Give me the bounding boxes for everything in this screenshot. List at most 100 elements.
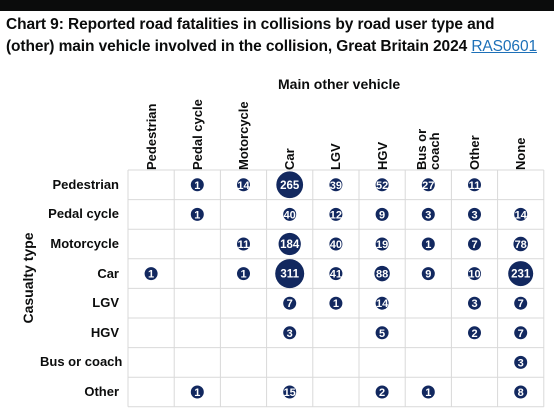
bubble-value-label: 1 [425,387,431,399]
bubble [421,178,435,192]
bubble-value-label: 39 [330,180,342,192]
bubble-value-label: 1 [425,239,431,251]
bubble-value-label: 52 [376,180,388,192]
bubble [329,237,343,251]
row-header: Motorcycle [50,236,119,251]
row-header: LGV [92,295,119,311]
bubble-value-label: 3 [425,209,431,221]
bubble-value-label: 1 [333,298,339,310]
bubble [283,385,297,399]
bubble-value-label: 14 [376,298,389,310]
bubble-value-label: 15 [284,387,296,399]
bubble-value-label: 14 [515,209,528,221]
bubble-value-label: 1 [194,180,200,192]
bubble-value-label: 19 [376,239,388,251]
bubble [329,178,343,192]
bubble-value-label: 1 [194,387,200,399]
bubble [190,385,204,399]
bubble [508,261,534,287]
bubble [468,207,481,221]
bubble-value-label: 27 [422,180,434,192]
bubble-value-label: 3 [518,357,524,369]
bubble [144,267,158,281]
bubble-value-label: 3 [287,328,293,340]
row-header: Pedestrian [52,176,119,192]
row-header: HGV [90,324,119,340]
bubble-value-label: 7 [287,298,293,310]
chart-title-text: Chart 9: Reported road fatalities in col… [6,16,495,55]
bubble [329,296,343,310]
bubble-value-label: 7 [518,328,524,340]
bubble [237,267,250,281]
bubble-value-label: 41 [330,269,342,281]
bubble-value-label: 40 [330,239,342,251]
bubble-value-label: 14 [237,180,250,192]
bubble [375,178,389,192]
bubble [329,207,343,221]
top-bar [0,0,554,11]
bubble [468,267,481,281]
bubble-value-label: 88 [376,269,388,281]
bubble-value-label: 78 [515,239,527,251]
bubble [468,326,481,340]
bubble [276,171,304,199]
bubble [375,296,389,310]
row-header: Car [97,265,119,281]
bubble-value-label: 1 [240,269,246,281]
bubble-value-label: 7 [471,239,477,251]
bubble-value-label: 8 [518,387,524,399]
bubble-value-label: 311 [280,269,299,281]
row-header: Other [84,384,119,399]
bubble-value-label: 3 [471,298,477,310]
bubble [375,385,389,399]
bubble [283,326,297,340]
bubble-value-label: 231 [511,269,531,281]
bubble-value-label: 2 [379,387,385,399]
bubble [283,207,297,221]
row-header: Pedal cycle [48,206,119,222]
bubble-value-label: 12 [330,209,342,221]
bubble [514,385,528,399]
bubble [514,207,528,221]
bubble [421,207,435,221]
bubble [468,237,481,251]
bubble-value-label: 265 [280,180,300,192]
bubble [514,296,528,310]
bubble [468,178,481,192]
bubble [278,232,301,256]
bubble-value-label: 1 [148,269,154,281]
x-axis-title: Main other vehicle [278,76,401,92]
bubble-value-label: 9 [379,209,385,221]
bubble [275,259,305,289]
bubble [374,265,390,282]
bubble-value-label: 184 [280,239,300,251]
bubble [375,237,389,251]
bubble [375,326,389,340]
bubble [190,178,204,192]
bubble [237,237,250,251]
bubble [421,237,435,251]
bubble [514,326,528,340]
bubble-value-label: 9 [425,269,431,281]
bubble-value-label: 2 [471,328,477,340]
bubble [375,207,389,221]
bubble [514,355,528,369]
bubble-value-label: 7 [518,298,524,310]
row-header: Bus or coach [40,354,123,370]
bubble-value-label: 40 [284,209,296,221]
bubble [329,267,343,281]
bubble-value-label: 10 [468,269,480,281]
chart-title: Chart 9: Reported road fatalities in col… [6,14,546,58]
bubble-value-label: 3 [471,209,477,221]
bubble [237,178,250,192]
bubble [468,296,481,310]
bubble [513,236,528,252]
bubble-value-label: 5 [379,328,385,340]
ras0601-link[interactable]: RAS0601 [471,38,537,55]
bubble-value-label: 11 [238,239,250,251]
bubble-value-label: 1 [194,209,200,221]
bubble [421,267,435,281]
bubble [190,207,204,221]
bubble [421,385,435,399]
